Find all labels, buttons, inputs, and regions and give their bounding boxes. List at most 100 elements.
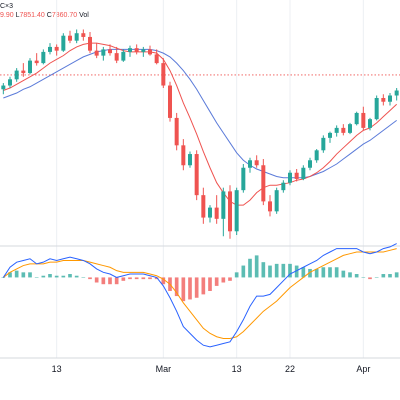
candle[interactable] (101, 46, 106, 61)
price-pane[interactable] (0, 29, 400, 239)
candle[interactable] (368, 117, 372, 131)
candle[interactable] (68, 30, 72, 44)
open-value: 9.90 (0, 12, 14, 19)
candle[interactable] (334, 125, 339, 137)
candle[interactable] (94, 43, 99, 59)
histogram-bar (334, 267, 339, 278)
macd-pane[interactable] (1, 243, 399, 348)
candle[interactable] (248, 157, 252, 173)
candle[interactable] (61, 33, 66, 52)
candle[interactable] (214, 195, 219, 224)
candle[interactable] (21, 63, 26, 77)
candle-body (188, 154, 192, 166)
ma-fast-line (3, 42, 398, 206)
candle[interactable] (268, 195, 272, 217)
candle[interactable] (188, 151, 192, 168)
candle[interactable] (14, 68, 19, 82)
candle[interactable] (168, 81, 172, 122)
histogram-bar (74, 275, 79, 278)
candle-body (294, 172, 299, 179)
candle[interactable] (388, 93, 392, 106)
volume-label: Vol (79, 12, 89, 19)
candle[interactable] (394, 88, 399, 101)
candle[interactable] (381, 94, 386, 106)
candle[interactable] (174, 112, 179, 151)
candle-body (88, 36, 92, 51)
histogram-bar (281, 263, 286, 278)
candle[interactable] (361, 106, 366, 131)
candle-body (281, 182, 286, 191)
signal-line (3, 248, 397, 339)
candle-body (154, 54, 159, 64)
candle[interactable] (208, 205, 212, 223)
candle-body (168, 85, 172, 118)
candle[interactable] (28, 58, 32, 75)
candle[interactable] (281, 180, 286, 193)
candle[interactable] (148, 45, 152, 56)
candle[interactable] (274, 187, 279, 214)
candle[interactable] (301, 165, 306, 181)
candle[interactable] (128, 45, 132, 57)
candle-body (261, 165, 266, 202)
candle[interactable] (228, 185, 232, 239)
candle-body (268, 201, 272, 212)
candle[interactable] (81, 29, 86, 41)
candle-body (1, 85, 6, 90)
candle-body (174, 117, 179, 146)
candle[interactable] (41, 49, 46, 65)
candle[interactable] (54, 44, 59, 56)
candle[interactable] (108, 44, 112, 56)
candle[interactable] (341, 124, 346, 136)
candle[interactable] (348, 122, 352, 135)
candle[interactable] (88, 31, 92, 54)
candle[interactable] (114, 46, 119, 64)
candle-body (34, 60, 39, 64)
candle[interactable] (134, 44, 139, 55)
histogram-bar (1, 277, 6, 278)
histogram-bar (88, 277, 92, 280)
histogram-bar (108, 277, 112, 285)
candle[interactable] (288, 170, 292, 186)
candle[interactable] (1, 83, 6, 95)
candle[interactable] (181, 139, 186, 171)
candle-body (381, 97, 386, 102)
candle-body (128, 48, 132, 52)
histogram-bar (81, 277, 86, 278)
candle[interactable] (241, 164, 246, 193)
candle-body (288, 172, 292, 183)
histogram-bar (248, 258, 252, 278)
x-tick-label: 13 (52, 364, 62, 374)
legend-fragment: C×3 (0, 3, 14, 10)
candle[interactable] (221, 187, 226, 237)
candle[interactable] (48, 43, 52, 55)
histogram-bar (341, 270, 346, 278)
candle[interactable] (314, 149, 319, 163)
candle[interactable] (194, 150, 199, 201)
candle[interactable] (8, 76, 12, 89)
histogram-bar (68, 274, 72, 278)
candle[interactable] (321, 135, 326, 153)
candle[interactable] (308, 157, 312, 171)
candle[interactable] (328, 131, 332, 143)
candle[interactable] (74, 29, 79, 44)
histogram-bar (141, 277, 146, 280)
histogram-bar (361, 277, 366, 278)
candle[interactable] (154, 49, 159, 65)
candle[interactable] (34, 53, 39, 66)
low-label: L (15, 12, 20, 19)
candle[interactable] (254, 155, 259, 168)
candle[interactable] (121, 49, 126, 62)
candle-body (194, 154, 199, 196)
candle-body (81, 33, 86, 37)
candle[interactable] (374, 95, 379, 121)
histogram-bar (328, 267, 332, 278)
candle[interactable] (294, 168, 299, 182)
candle[interactable] (234, 187, 239, 236)
candle[interactable] (354, 111, 359, 126)
candle[interactable] (161, 58, 166, 89)
candle[interactable] (141, 46, 146, 57)
candle-body (201, 195, 206, 218)
candle[interactable] (261, 159, 266, 206)
candle[interactable] (201, 187, 206, 224)
